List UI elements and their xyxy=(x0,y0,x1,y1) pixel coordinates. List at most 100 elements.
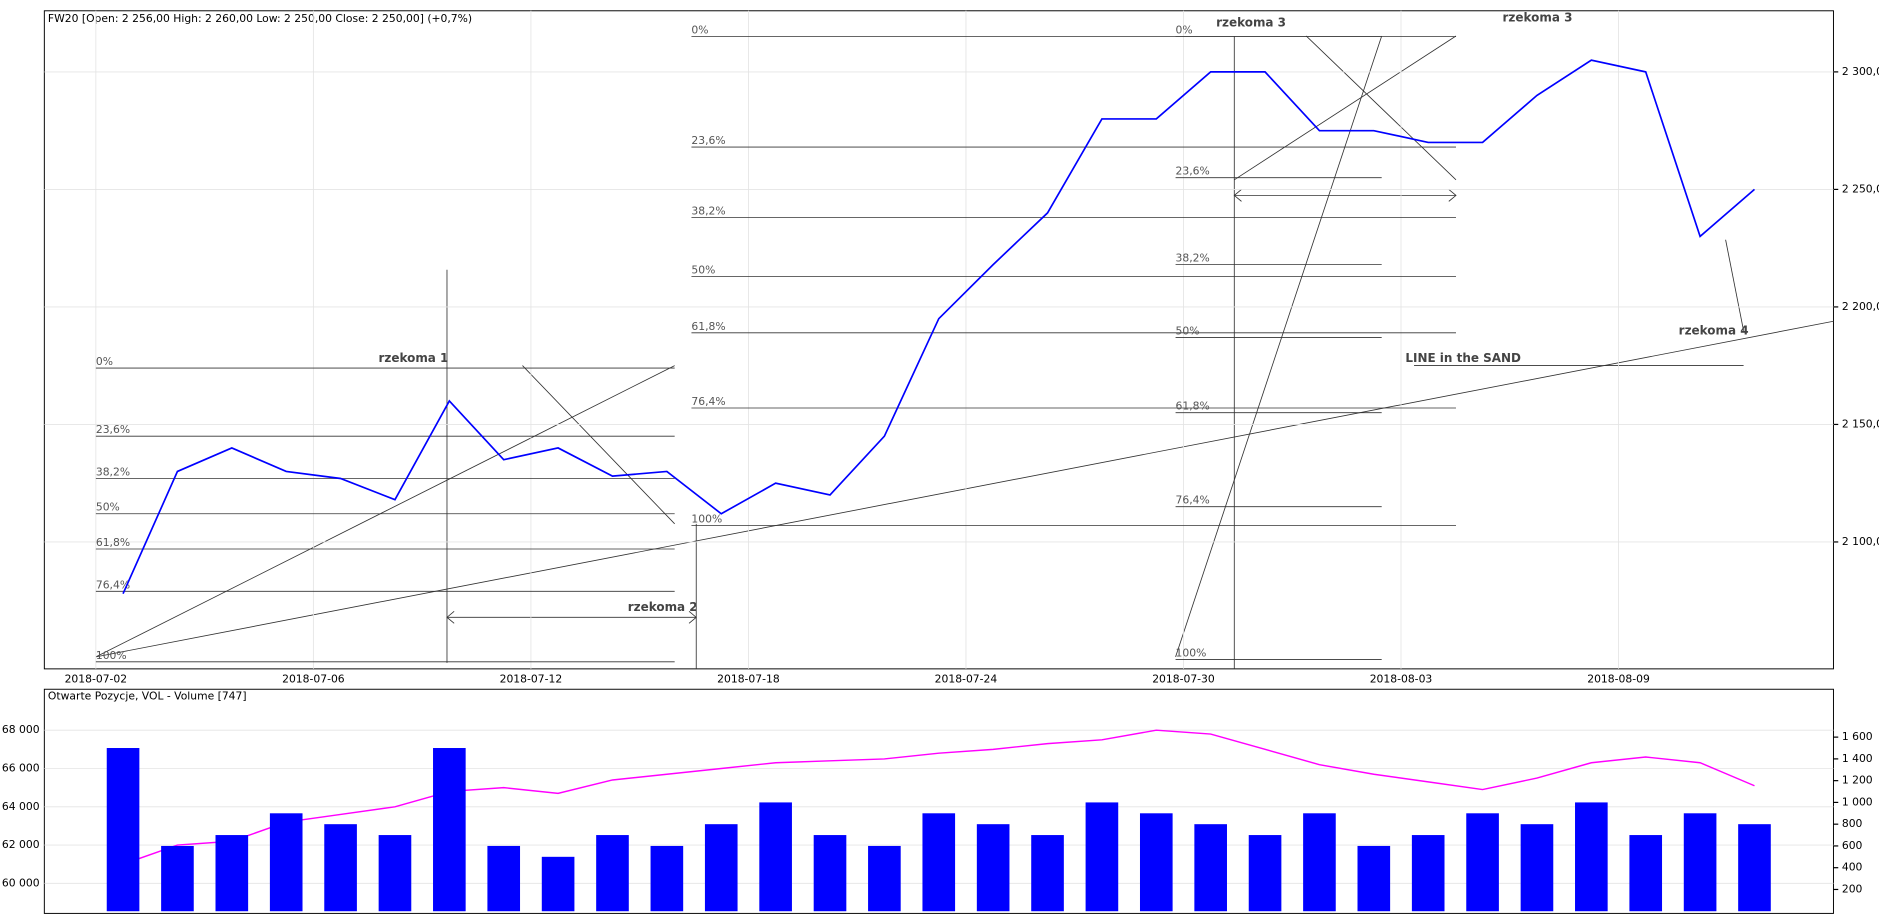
y2-tick-label: 1 400 xyxy=(1842,752,1873,765)
fib-label: 100% xyxy=(691,513,722,526)
volume-bar xyxy=(1248,835,1282,912)
y2-tick-label: 1 000 xyxy=(1842,795,1873,808)
y-tick-label: 2 200,0 xyxy=(1842,300,1879,313)
volume-bar xyxy=(868,845,901,912)
trend-line xyxy=(1234,35,1457,181)
fib-label: 50% xyxy=(96,501,120,514)
fib-label: 23,6% xyxy=(96,423,130,436)
x-tick-label: 2018-07-18 xyxy=(717,673,780,686)
volume-bar xyxy=(976,824,1010,912)
price-line xyxy=(122,59,1756,595)
y-tick-label: 2 150,0 xyxy=(1842,417,1879,430)
volume-bar xyxy=(1629,835,1663,912)
fib-label: 61,8% xyxy=(1176,400,1210,413)
volume-bar xyxy=(1575,802,1608,912)
open-interest-line xyxy=(122,729,1755,865)
y-tick-label: 66 000 xyxy=(2,761,40,774)
price-title: FW20 [Open: 2 256,00 High: 2 260,00 Low:… xyxy=(48,12,472,25)
x-tick-label: 2018-07-12 xyxy=(500,673,563,686)
price-panel xyxy=(43,10,1834,670)
y-tick-label: 68 000 xyxy=(2,723,40,736)
x-tick-label: 2018-07-30 xyxy=(1152,673,1215,686)
volume-bar xyxy=(161,845,194,912)
drawings xyxy=(95,35,1834,669)
volume-bar xyxy=(487,845,521,912)
volume-bar xyxy=(269,813,303,912)
y2-tick-label: 200 xyxy=(1842,882,1863,895)
annotation: rzekoma 4 xyxy=(1679,323,1749,337)
volume-bar xyxy=(650,845,684,912)
volume-bar xyxy=(1738,824,1771,912)
fib-label: 0% xyxy=(1176,24,1193,37)
volume-bar xyxy=(215,835,249,912)
volume-bar xyxy=(1466,813,1499,912)
trend-line xyxy=(95,320,1834,658)
volume-bar xyxy=(106,748,140,912)
fib-label: 38,2% xyxy=(1176,252,1210,265)
fib-label: 61,8% xyxy=(691,320,725,333)
volume-bar xyxy=(596,835,629,912)
pointer-line xyxy=(1725,239,1744,331)
volume-bar xyxy=(1683,813,1717,912)
trend-line xyxy=(1175,35,1383,658)
x-tick-label: 2018-08-03 xyxy=(1370,673,1433,686)
fib-label: 76,4% xyxy=(691,395,725,408)
fib-label: 23,6% xyxy=(1176,165,1210,178)
volume-bar xyxy=(922,813,956,912)
volume-bar xyxy=(813,835,847,912)
fib-label: 76,4% xyxy=(1176,494,1210,507)
fib-label: 50% xyxy=(691,263,715,276)
annotation: LINE in the SAND xyxy=(1405,351,1521,365)
fib-label: 50% xyxy=(1176,324,1200,337)
fib-label: 61,8% xyxy=(96,536,130,549)
trend-line xyxy=(522,365,675,525)
x-tick-label: 2018-08-09 xyxy=(1587,673,1650,686)
volume-bar xyxy=(541,856,575,912)
trend-line xyxy=(1305,35,1457,181)
x-tick-label: 2018-07-24 xyxy=(935,673,998,686)
volume-bar xyxy=(378,835,412,912)
arrow-heads xyxy=(446,189,1457,624)
y-tick-label: 2 300,0 xyxy=(1842,65,1879,78)
trend-line xyxy=(95,365,675,658)
annotation: rzekoma 1 xyxy=(378,351,448,365)
fib-label: 0% xyxy=(691,24,708,37)
volume-bar xyxy=(1303,813,1336,912)
y-tick-label: 64 000 xyxy=(2,800,40,813)
volume-bar xyxy=(1411,835,1445,912)
volume-bar xyxy=(433,748,466,912)
y-tick-label: 62 000 xyxy=(2,838,40,851)
volume-bar xyxy=(759,802,792,912)
volume-bar xyxy=(1357,845,1391,912)
fib-label: 0% xyxy=(96,355,113,368)
fib-label: 38,2% xyxy=(691,205,725,218)
y2-tick-label: 1 600 xyxy=(1842,730,1873,743)
annotation: rzekoma 3 xyxy=(1503,10,1573,24)
volume-bar xyxy=(1194,824,1227,912)
volume-bar xyxy=(1031,835,1064,912)
y-tick-label: 2 250,0 xyxy=(1842,182,1879,195)
volume-title: Otwarte Pozycje, VOL - Volume [747] xyxy=(48,689,247,702)
fib-label: 100% xyxy=(1176,646,1207,659)
volume-bar xyxy=(1085,802,1119,912)
annotation: rzekoma 3 xyxy=(1216,15,1286,29)
fib-label: 38,2% xyxy=(96,466,130,479)
y2-tick-label: 400 xyxy=(1842,861,1863,874)
volume-bar xyxy=(1139,813,1173,912)
y-tick-label: 2 100,0 xyxy=(1842,535,1879,548)
x-tick-label: 2018-07-06 xyxy=(282,673,345,686)
y-tick-label: 60 000 xyxy=(2,876,40,889)
fib-label: 23,6% xyxy=(691,134,725,147)
fib-label: 100% xyxy=(96,649,127,662)
x-tick-label: 2018-07-02 xyxy=(65,673,128,686)
y2-tick-label: 600 xyxy=(1842,839,1863,852)
volume-bar xyxy=(324,824,357,912)
annotation: rzekoma 2 xyxy=(628,600,698,614)
volume-bar xyxy=(704,824,738,912)
y2-tick-label: 1 200 xyxy=(1842,774,1873,787)
volume-bar xyxy=(1520,824,1554,912)
fib-label: 76,4% xyxy=(96,578,130,591)
y2-tick-label: 800 xyxy=(1842,817,1863,830)
